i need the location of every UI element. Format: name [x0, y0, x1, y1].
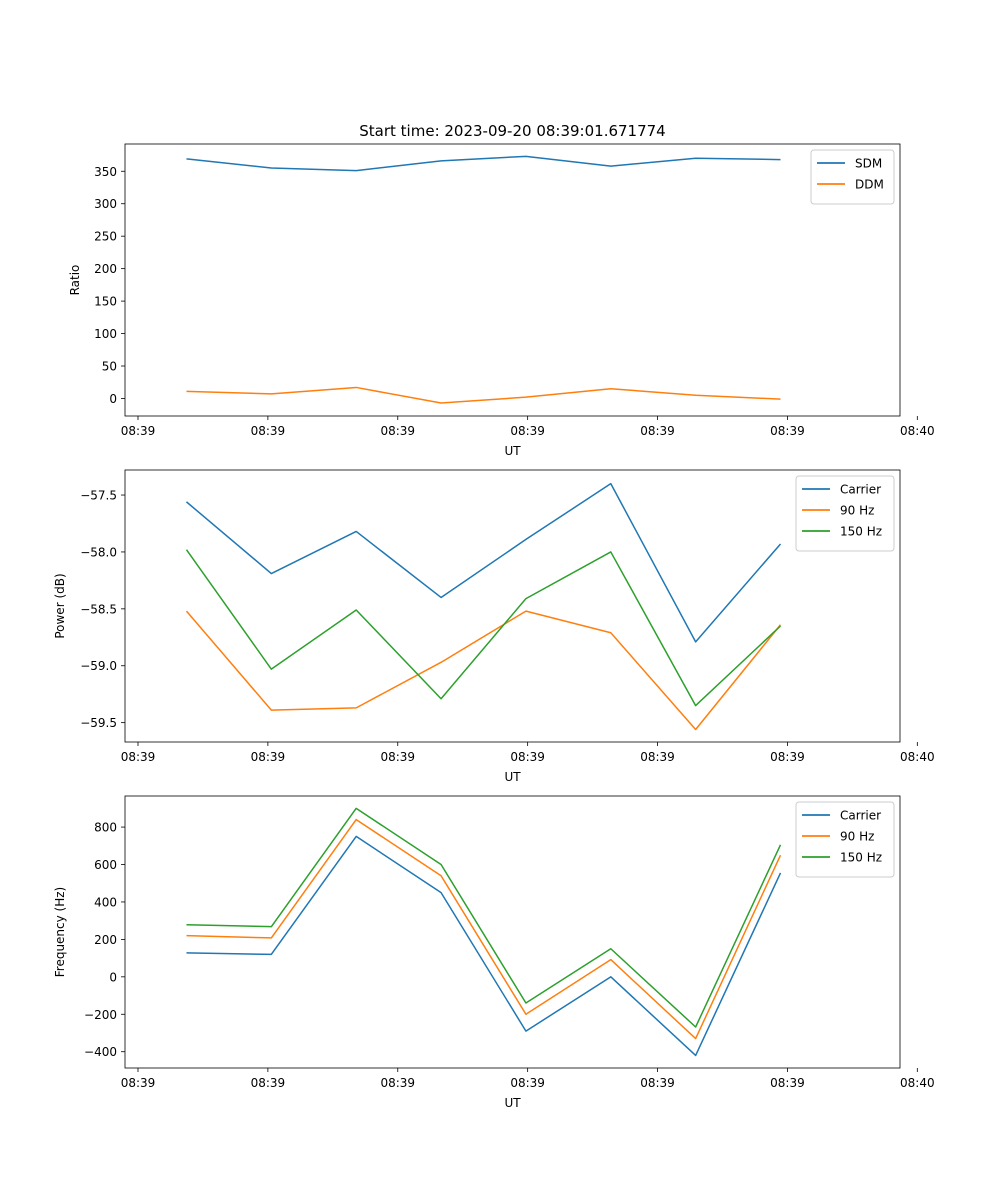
y-tick-label: 200: [94, 262, 117, 276]
figure-title: Start time: 2023-09-20 08:39:01.671774: [359, 122, 665, 140]
y-tick-label: 50: [102, 360, 117, 374]
y-tick-label: 200: [94, 933, 117, 947]
y-tick-label: 400: [94, 895, 117, 909]
series-line-sdm: [186, 155, 781, 172]
series-line-ddm: [186, 386, 781, 404]
x-tick-label: 08:39: [510, 424, 545, 438]
y-tick-label: 600: [94, 858, 117, 872]
x-tick-label: 08:40: [900, 750, 935, 764]
x-tick-label: 08:39: [121, 750, 156, 764]
y-tick-label: −58.0: [80, 545, 117, 559]
x-tick-label: 08:39: [121, 424, 156, 438]
series-line-90-hz: [186, 818, 782, 1040]
legend-label: SDM: [855, 157, 882, 171]
x-tick-label: 08:39: [640, 1076, 675, 1090]
y-tick-label: −200: [84, 1008, 117, 1022]
series-line-90-hz: [185, 610, 782, 731]
legend-label: 150 Hz: [840, 525, 882, 539]
plot-frame: [124, 469, 901, 743]
y-axis-label: Power (dB): [53, 573, 67, 638]
y-axis-label: Ratio: [68, 265, 82, 296]
x-tick-label: 08:39: [380, 750, 415, 764]
series-line-150-hz: [186, 807, 782, 1028]
x-tick-label: 08:39: [251, 1076, 286, 1090]
y-tick-label: −59.5: [80, 716, 117, 730]
x-tick-label: 08:39: [380, 424, 415, 438]
legend-label: 150 Hz: [840, 851, 882, 865]
y-tick-label: 0: [109, 392, 117, 406]
x-tick-label: 08:39: [770, 750, 805, 764]
x-axis-label: UT: [504, 1096, 521, 1110]
x-tick-label: 08:39: [251, 750, 286, 764]
plot-frame: [124, 143, 901, 417]
x-tick-label: 08:39: [510, 750, 545, 764]
x-tick-label: 08:39: [770, 1076, 805, 1090]
y-tick-label: 0: [109, 970, 117, 984]
y-tick-label: −59.0: [80, 659, 117, 673]
x-tick-label: 08:39: [251, 424, 286, 438]
y-tick-label: 250: [94, 230, 117, 244]
legend-label: DDM: [855, 178, 884, 192]
legend: Carrier 90 Hz 150 Hz: [795, 801, 895, 878]
x-tick-label: 08:40: [900, 424, 935, 438]
series-line-carrier: [186, 835, 782, 1057]
series-line-150-hz: [185, 549, 782, 707]
legend: SDM DDM: [810, 149, 895, 205]
legend: Carrier 90 Hz 150 Hz: [795, 475, 895, 552]
y-tick-label: 800: [94, 821, 117, 835]
y-tick-label: 350: [94, 165, 117, 179]
y-tick-label: −400: [84, 1045, 117, 1059]
legend-label: Carrier: [840, 483, 881, 497]
x-tick-label: 08:39: [770, 424, 805, 438]
legend-label: 90 Hz: [840, 504, 874, 518]
plot-frame: [124, 795, 901, 1069]
x-tick-label: 08:39: [121, 1076, 156, 1090]
y-tick-label: 150: [94, 295, 117, 309]
y-tick-label: 300: [94, 197, 117, 211]
chart-1: 08:39 08:39 08:39 08:39 08:39 08:39 08:40 0 50 10…: [68, 143, 935, 458]
chart-3: 08:39 08:39 08:39 08:39 08:39 08:39 08:40 −400 −…: [53, 795, 935, 1110]
chart-2: 08:39 08:39 08:39 08:39 08:39 08:39 08:40 −59.5…: [53, 469, 935, 784]
x-tick-label: 08:39: [640, 750, 675, 764]
series-line-carrier: [185, 482, 782, 643]
x-tick-label: 08:39: [640, 424, 675, 438]
legend-box: [795, 801, 895, 878]
legend-label: Carrier: [840, 809, 881, 823]
y-tick-label: −57.5: [80, 489, 117, 503]
x-tick-label: 08:40: [900, 1076, 935, 1090]
x-tick-label: 08:39: [510, 1076, 545, 1090]
x-axis-label: UT: [504, 770, 521, 784]
x-tick-label: 08:39: [380, 1076, 415, 1090]
x-axis-label: UT: [504, 444, 521, 458]
y-tick-label: −58.5: [80, 602, 117, 616]
legend-box: [795, 475, 895, 552]
y-tick-label: 100: [94, 327, 117, 341]
legend-label: 90 Hz: [840, 830, 874, 844]
y-axis-label: Frequency (Hz): [53, 887, 67, 978]
